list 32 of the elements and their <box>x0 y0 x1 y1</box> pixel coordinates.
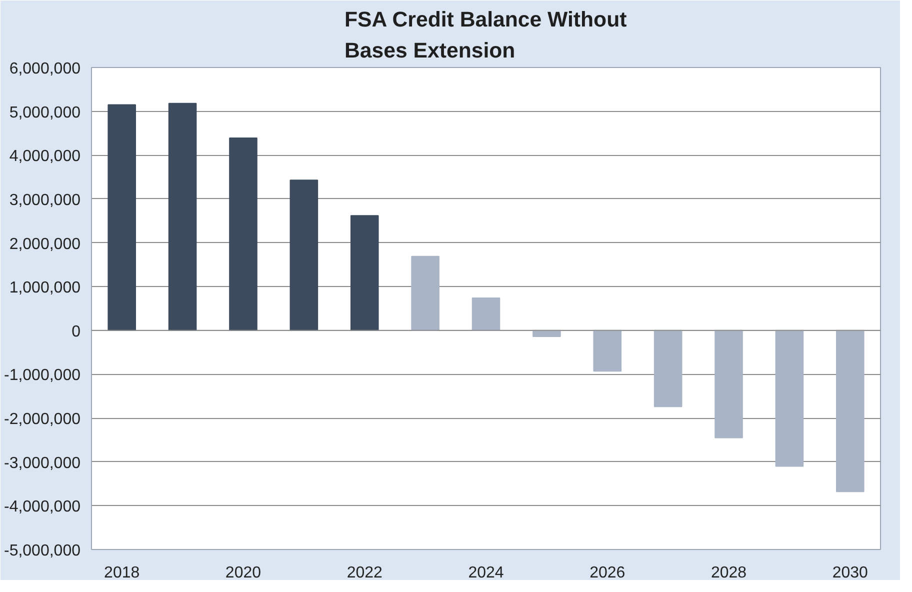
y-tick-label: -3,000,000 <box>4 454 81 472</box>
bar <box>108 104 136 331</box>
y-tick-label: 4,000,000 <box>9 148 81 166</box>
bar <box>472 297 500 331</box>
bar <box>350 215 379 331</box>
y-tick-label: -1,000,000 <box>4 367 81 384</box>
bar <box>168 102 197 331</box>
y-tick-label: 5,000,000 <box>9 104 81 122</box>
bar <box>411 256 440 331</box>
bar <box>654 330 682 408</box>
y-tick-label: 1,000,000 <box>9 280 81 297</box>
y-tick-label: -4,000,000 <box>4 498 81 516</box>
y-tick-label: -5,000,000 <box>4 542 81 560</box>
bar <box>290 180 318 331</box>
x-tick-label: 2022 <box>346 564 383 582</box>
x-tick-label: 2030 <box>832 564 868 582</box>
bar <box>229 138 258 331</box>
chart-title: FSA Credit Balance Without Bases Extension <box>344 7 627 62</box>
x-tick-label: 2018 <box>104 564 140 582</box>
y-tick-label: 3,000,000 <box>9 192 81 209</box>
x-tick-label: 2020 <box>225 564 262 582</box>
bar <box>593 330 622 372</box>
y-tick-label: -2,000,000 <box>4 411 81 428</box>
x-tick-label: 2024 <box>468 564 504 582</box>
bar <box>836 330 864 492</box>
y-tick-label: 6,000,000 <box>9 60 81 78</box>
bar <box>714 330 743 438</box>
x-tick-label: 2026 <box>590 564 626 582</box>
bar <box>775 330 804 467</box>
y-tick-label: 2,000,000 <box>9 236 81 253</box>
y-tick-label: 0 <box>72 323 81 340</box>
x-tick-label: 2028 <box>710 564 747 582</box>
